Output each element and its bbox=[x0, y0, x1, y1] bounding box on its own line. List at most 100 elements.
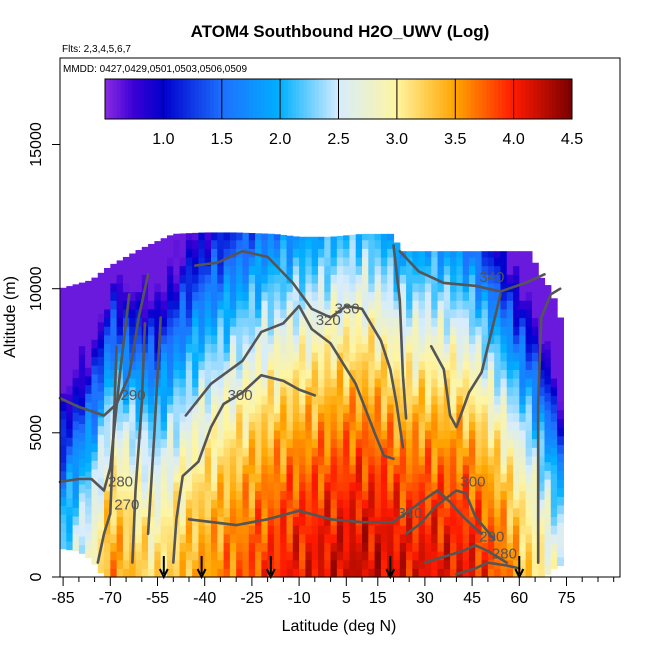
heatmap-cell bbox=[280, 282, 288, 293]
heatmap-cell bbox=[148, 308, 155, 319]
heatmap-cell bbox=[148, 369, 155, 379]
heatmap-cell bbox=[116, 473, 124, 483]
heatmap-cell bbox=[380, 568, 388, 578]
heatmap-cell bbox=[519, 447, 527, 457]
heatmap-cell bbox=[198, 248, 206, 258]
heatmap-cell bbox=[538, 438, 546, 448]
colorbar-tick-label: 4.5 bbox=[561, 131, 583, 148]
heatmap-cell bbox=[261, 490, 269, 500]
heatmap-cell bbox=[148, 525, 155, 535]
heatmap-cell bbox=[286, 334, 294, 345]
heatmap-cell bbox=[317, 386, 325, 396]
heatmap-cell bbox=[494, 256, 502, 267]
heatmap-cell bbox=[160, 412, 168, 422]
heatmap-cell bbox=[78, 293, 86, 303]
heatmap-cell bbox=[211, 447, 218, 457]
heatmap-cell bbox=[311, 369, 319, 379]
heatmap-cell bbox=[292, 499, 300, 509]
heatmap-cell bbox=[97, 295, 105, 306]
heatmap-cell bbox=[72, 403, 80, 413]
heatmap-cell bbox=[299, 516, 306, 526]
heatmap-cell bbox=[424, 369, 432, 379]
heatmap-cell bbox=[475, 343, 483, 353]
heatmap-cell bbox=[192, 473, 200, 483]
heatmap-cell bbox=[330, 464, 338, 474]
heatmap-cell bbox=[236, 490, 244, 500]
heatmap-cell bbox=[173, 386, 181, 396]
heatmap-cell bbox=[198, 429, 206, 440]
colorbar-segment bbox=[256, 79, 262, 119]
heatmap-cell bbox=[148, 291, 155, 301]
heatmap-cell bbox=[299, 429, 306, 440]
heatmap-cell bbox=[179, 542, 187, 552]
heatmap-cell bbox=[204, 507, 212, 518]
heatmap-cell bbox=[538, 516, 546, 526]
heatmap-cell bbox=[173, 481, 181, 492]
colorbar-segment bbox=[494, 79, 499, 119]
heatmap-cell bbox=[135, 326, 143, 336]
heatmap-cell bbox=[519, 429, 527, 440]
contour-line bbox=[536, 287, 562, 564]
heatmap-cell bbox=[299, 378, 306, 388]
heatmap-cell bbox=[412, 438, 420, 448]
heatmap-cell bbox=[343, 473, 351, 483]
heatmap-cell bbox=[475, 360, 483, 370]
heatmap-cell bbox=[494, 378, 502, 388]
heatmap-cell bbox=[550, 464, 558, 474]
heatmap-cell bbox=[513, 308, 520, 319]
heatmap-cell bbox=[255, 473, 262, 483]
heatmap-cell bbox=[531, 412, 539, 422]
heatmap-cell bbox=[531, 378, 539, 388]
heatmap-cell bbox=[229, 360, 237, 370]
heatmap-cell bbox=[211, 490, 218, 500]
heatmap-cell bbox=[78, 345, 86, 355]
colorbar-segment bbox=[517, 79, 522, 119]
heatmap-cell bbox=[85, 496, 93, 507]
heatmap-cell bbox=[173, 317, 181, 327]
heatmap-cell bbox=[261, 282, 269, 293]
heatmap-cell bbox=[198, 369, 206, 379]
heatmap-cell bbox=[317, 274, 325, 284]
heatmap-cell bbox=[292, 308, 300, 319]
heatmap-cell bbox=[355, 360, 363, 370]
heatmap-cell bbox=[223, 438, 231, 448]
heatmap-cell bbox=[481, 455, 489, 466]
heatmap-cell bbox=[349, 256, 357, 267]
heatmap-cell bbox=[211, 429, 218, 440]
heatmap-cell bbox=[217, 369, 225, 379]
heatmap-cell bbox=[60, 375, 67, 385]
heatmap-cell bbox=[443, 343, 451, 353]
heatmap-cell bbox=[166, 378, 174, 388]
contour-label: 290 bbox=[121, 387, 146, 404]
heatmap-cell bbox=[494, 412, 502, 422]
heatmap-cell bbox=[456, 265, 464, 275]
heatmap-cell bbox=[135, 499, 143, 509]
heatmap-cell bbox=[166, 421, 174, 431]
heatmap-cell bbox=[531, 308, 539, 319]
heatmap-cell bbox=[349, 300, 357, 310]
colorbar-segment bbox=[120, 79, 125, 119]
heatmap-cell bbox=[374, 421, 382, 431]
colorbar-segment bbox=[361, 79, 367, 119]
heatmap-cell bbox=[443, 352, 451, 362]
heatmap-cell bbox=[393, 447, 401, 457]
heatmap-cell bbox=[324, 507, 332, 518]
heatmap-cell bbox=[355, 447, 363, 457]
heatmap-cell bbox=[431, 395, 439, 405]
heatmap-cell bbox=[311, 490, 319, 500]
heatmap-cell bbox=[236, 274, 244, 284]
heatmap-cell bbox=[110, 326, 118, 336]
colorbar-segment bbox=[389, 79, 394, 119]
heatmap-cell bbox=[141, 265, 149, 275]
heatmap-cell bbox=[544, 478, 552, 489]
heatmap-cell bbox=[456, 251, 464, 258]
heatmap-cell bbox=[557, 504, 564, 515]
heatmap-cell bbox=[525, 343, 533, 353]
heatmap-cell bbox=[513, 360, 520, 370]
heatmap-cell bbox=[317, 525, 325, 535]
heatmap-cell bbox=[135, 568, 143, 578]
heatmap-cell bbox=[393, 360, 401, 370]
heatmap-cell bbox=[236, 412, 244, 422]
heatmap-cell bbox=[368, 412, 376, 422]
